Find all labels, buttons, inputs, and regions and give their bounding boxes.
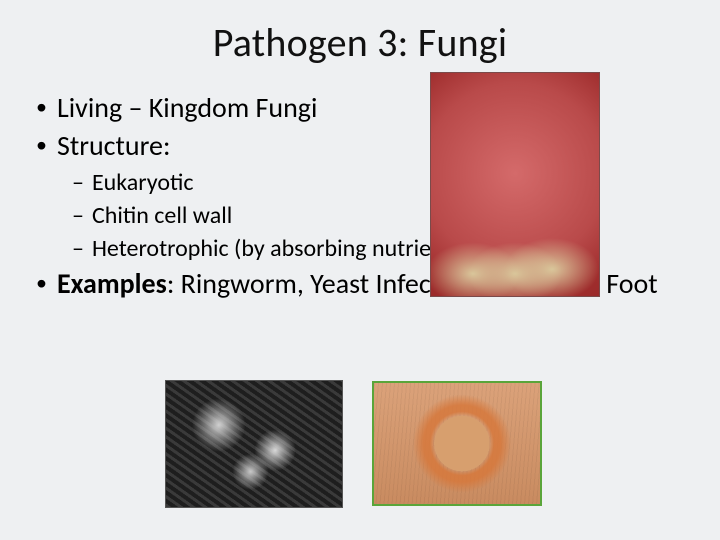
dash-icon: – bbox=[72, 167, 84, 198]
image-foot-infection bbox=[430, 72, 600, 297]
bullet-living-text: Living – Kingdom Fungi bbox=[57, 90, 317, 126]
examples-label: Examples bbox=[57, 266, 167, 301]
slide: Pathogen 3: Fungi • Living – Kingdom Fun… bbox=[0, 0, 720, 540]
subbullet-chitin-text: Chitin cell wall bbox=[92, 200, 232, 231]
subbullet-eukaryotic-text: Eukaryotic bbox=[92, 167, 194, 198]
slide-title: Pathogen 3: Fungi bbox=[0, 18, 720, 67]
bullet-structure-text: Structure: bbox=[57, 128, 170, 164]
bullet-dot-icon: • bbox=[36, 134, 47, 156]
bullet-dot-icon: • bbox=[36, 96, 47, 118]
dash-icon: – bbox=[72, 200, 84, 231]
bullet-dot-icon: • bbox=[36, 272, 47, 294]
dash-icon: – bbox=[72, 233, 84, 264]
image-ringworm-skin bbox=[372, 381, 542, 506]
image-fungal-sem bbox=[165, 380, 343, 508]
